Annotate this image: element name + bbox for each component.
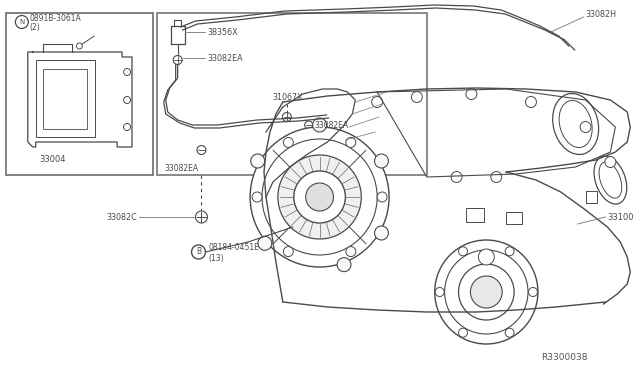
Text: 08184-0451E: 08184-0451E	[209, 243, 259, 251]
Circle shape	[412, 92, 422, 103]
Text: 38356X: 38356X	[207, 28, 238, 36]
Circle shape	[15, 16, 28, 29]
Circle shape	[435, 288, 444, 296]
Circle shape	[284, 137, 293, 147]
Circle shape	[282, 112, 291, 122]
Circle shape	[491, 171, 502, 183]
Circle shape	[525, 96, 536, 108]
Text: 33082C: 33082C	[106, 212, 137, 221]
Circle shape	[124, 124, 131, 131]
Circle shape	[458, 328, 467, 337]
Circle shape	[124, 96, 131, 103]
Circle shape	[374, 226, 388, 240]
Circle shape	[346, 247, 356, 257]
Circle shape	[605, 157, 616, 167]
Circle shape	[306, 183, 333, 211]
Text: 33082EA: 33082EA	[315, 121, 349, 129]
Bar	[467, 208, 484, 222]
Circle shape	[284, 247, 293, 257]
Bar	[506, 212, 522, 224]
Text: N: N	[19, 19, 24, 25]
Bar	[43, 69, 87, 129]
Bar	[36, 60, 95, 137]
Circle shape	[250, 127, 389, 267]
Circle shape	[470, 276, 502, 308]
Circle shape	[197, 145, 206, 154]
Text: 33082H: 33082H	[586, 10, 616, 19]
Circle shape	[458, 264, 514, 320]
Circle shape	[458, 247, 467, 256]
Circle shape	[580, 122, 591, 132]
Circle shape	[505, 328, 514, 337]
Text: (2): (2)	[30, 22, 40, 32]
Circle shape	[478, 249, 494, 265]
Text: 33004: 33004	[39, 154, 66, 164]
Circle shape	[76, 43, 83, 49]
Text: B: B	[196, 247, 201, 257]
Circle shape	[505, 247, 514, 256]
Text: R3300038: R3300038	[541, 353, 588, 362]
Text: 33100: 33100	[607, 212, 634, 221]
Circle shape	[451, 171, 462, 183]
Circle shape	[445, 250, 528, 334]
Circle shape	[312, 118, 326, 132]
Circle shape	[294, 171, 346, 223]
Bar	[6, 13, 153, 175]
Circle shape	[251, 154, 265, 168]
Circle shape	[529, 288, 538, 296]
Circle shape	[252, 192, 262, 202]
Circle shape	[305, 121, 312, 129]
Circle shape	[466, 89, 477, 99]
Circle shape	[124, 68, 131, 76]
Circle shape	[435, 240, 538, 344]
Text: 0891B-3061A: 0891B-3061A	[30, 13, 81, 22]
Circle shape	[377, 192, 387, 202]
Circle shape	[346, 137, 356, 147]
Circle shape	[196, 211, 207, 223]
Text: 31067X: 31067X	[272, 93, 303, 102]
Circle shape	[262, 139, 377, 255]
Text: 33082EA: 33082EA	[207, 54, 243, 62]
Circle shape	[258, 236, 272, 250]
Circle shape	[374, 154, 388, 168]
Circle shape	[173, 55, 182, 64]
Circle shape	[372, 96, 383, 108]
Circle shape	[337, 258, 351, 272]
Circle shape	[191, 245, 205, 259]
Text: 33082EA: 33082EA	[164, 164, 199, 173]
Text: (13): (13)	[209, 253, 224, 263]
Circle shape	[278, 155, 361, 239]
Bar	[157, 13, 427, 175]
